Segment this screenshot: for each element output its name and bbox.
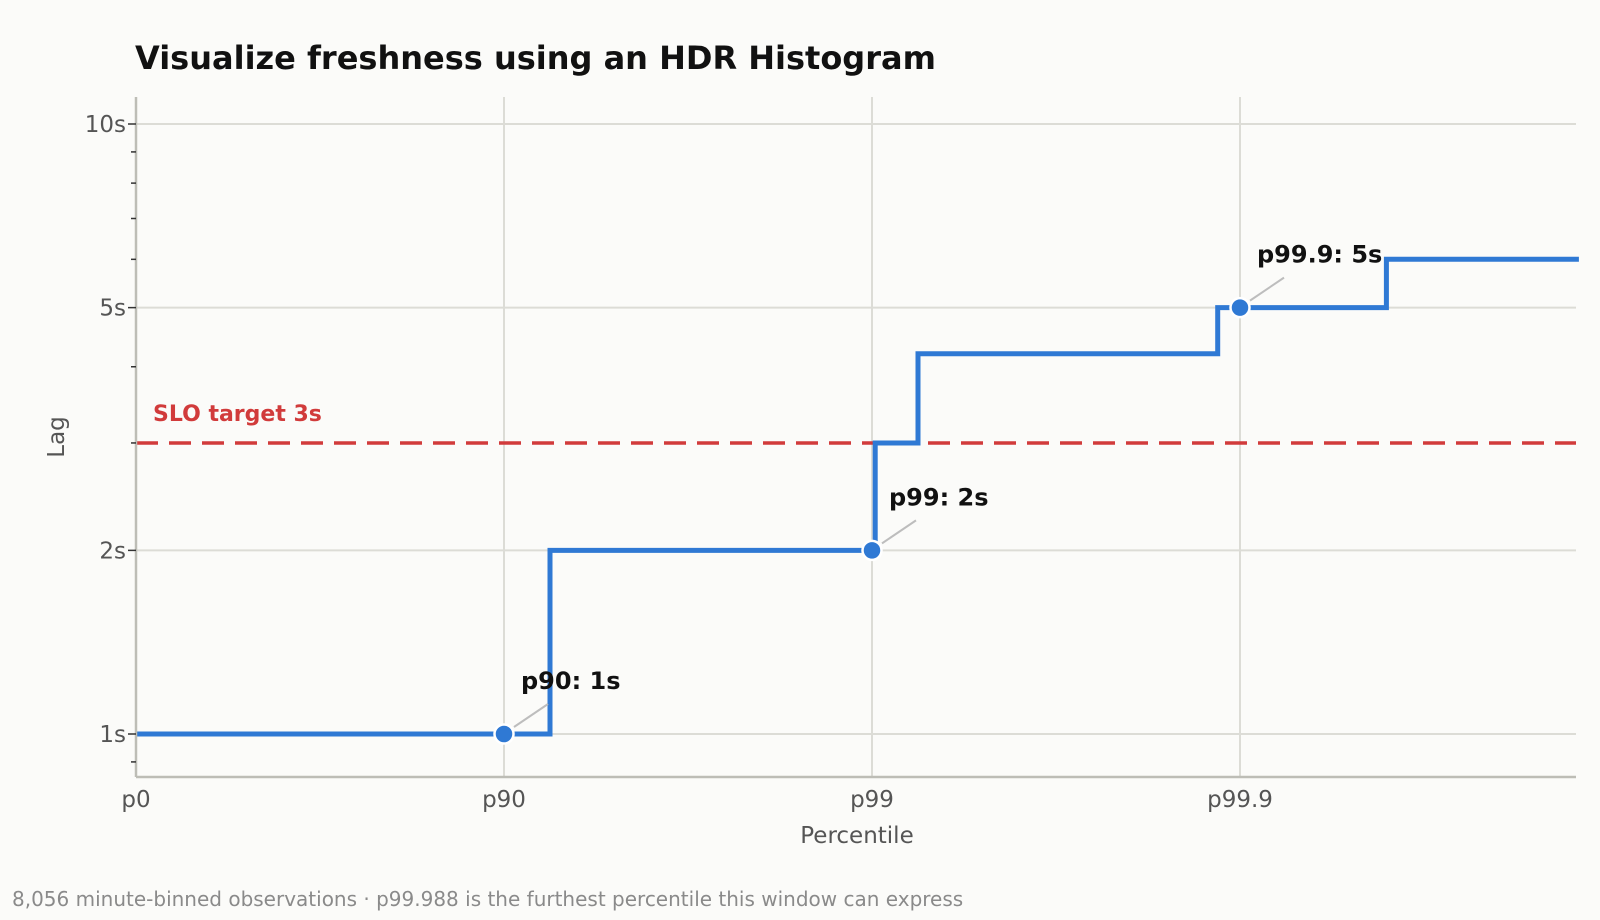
x-tick-label: p99.9 xyxy=(1207,787,1273,813)
x-tick-label: p90 xyxy=(482,787,526,813)
annotation-leader xyxy=(1249,276,1285,302)
series-layer xyxy=(136,256,1579,737)
percentile-marker xyxy=(861,539,883,562)
percentile-annotation: p99.9: 5s xyxy=(1257,241,1382,269)
y-tick-label: 2s xyxy=(99,538,126,564)
y-axis-label: Lag xyxy=(44,416,70,458)
y-tick-label: 5s xyxy=(99,296,126,322)
lag-step-line xyxy=(136,256,1579,737)
reference-layer: SLO target 3s xyxy=(136,402,1576,445)
x-tick-label: p0 xyxy=(121,787,150,813)
footnote: 8,056 minute-binned observations · p99.9… xyxy=(12,887,963,911)
annotation-leader xyxy=(881,519,917,545)
percentile-annotation: p90: 1s xyxy=(521,667,621,695)
percentile-marker xyxy=(1229,296,1251,319)
percentile-annotation: p99: 2s xyxy=(889,483,989,511)
percentile-marker xyxy=(493,723,515,745)
y-tick-label: 1s xyxy=(99,722,126,748)
y-tick-label: 10s xyxy=(85,112,126,138)
annotation-layer: p90: 1s p99: 2s p99.9: 5s xyxy=(493,241,1382,745)
chart-title: Visualize freshness using an HDR Histogr… xyxy=(135,39,936,77)
x-tick-label: p99 xyxy=(850,787,894,813)
annotation-leader xyxy=(513,703,549,728)
axis-layer: p0 p90 p99 p99.9 1s 2s 5s 10s xyxy=(85,97,1576,813)
x-axis-label: Percentile xyxy=(800,823,913,849)
slo-target-label: SLO target 3s xyxy=(153,402,322,427)
